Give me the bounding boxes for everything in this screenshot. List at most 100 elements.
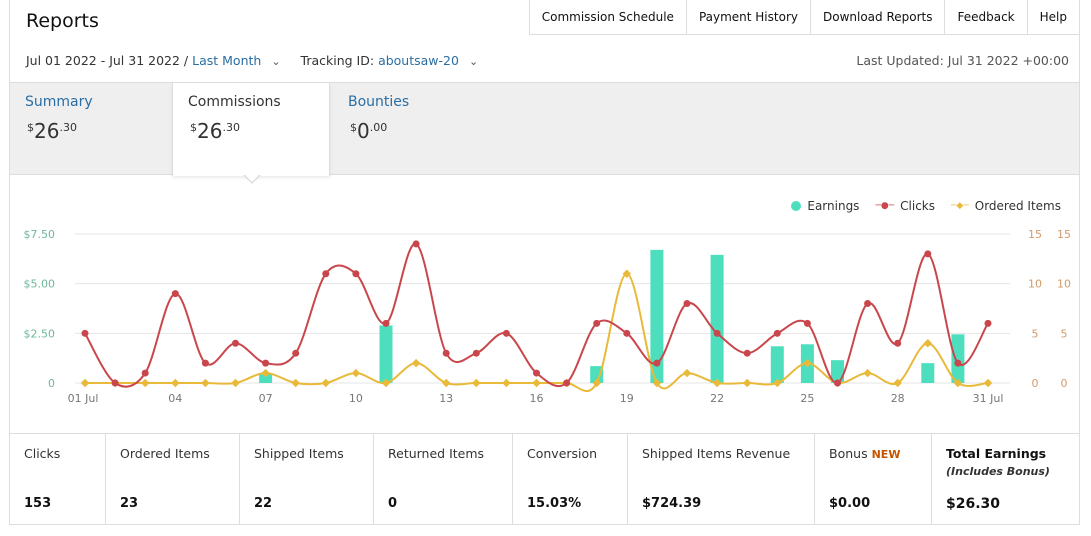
feedback-link[interactable]: Feedback [945, 0, 1028, 34]
ordered-items-point [171, 378, 180, 388]
clicks-point [984, 319, 992, 327]
ordered-items-point [742, 378, 752, 388]
chevron-down-icon: ⌄ [271, 55, 281, 68]
metric-shipped-items: Shipped Items 22 [240, 434, 374, 525]
metric-label: Total Earnings (Includes Bonus) [946, 446, 1050, 478]
clicks-point [81, 329, 89, 337]
clicks-legend-marker: ─●─ [875, 201, 895, 211]
earnings-bar [379, 325, 393, 383]
metric-value: 0 [388, 496, 398, 511]
clicks-point [472, 349, 480, 357]
clicks-point [834, 379, 841, 387]
date-preset: Last Month [192, 53, 262, 68]
y-left-tick-label: $2.50 [24, 327, 56, 340]
ordered-items-point [472, 378, 481, 388]
tracking-id-value: aboutsaw-20 [378, 53, 459, 68]
metric-conversion: Conversion 15.03% [513, 434, 628, 525]
earnings-bar [951, 334, 965, 383]
tab-summary-label: Summary [25, 94, 93, 110]
clicks-point [141, 369, 149, 377]
ordered-items-point [201, 378, 210, 388]
top-nav: Commission Schedule Payment History Down… [528, 0, 1079, 35]
ordered-items-point [923, 339, 933, 348]
ordered-items-point [261, 368, 270, 378]
tab-commissions-label: Commissions [188, 94, 281, 110]
clicks-point [382, 319, 390, 327]
metric-value: $724.39 [642, 496, 702, 511]
chevron-down-icon: ⌄ [468, 55, 479, 68]
legend-earnings[interactable]: Earnings [791, 199, 859, 213]
metric-bonus: Bonus NEW $0.00 [815, 434, 932, 525]
clicks-point [232, 339, 239, 347]
clicks-point [111, 379, 119, 387]
ordered-items-point [411, 358, 421, 368]
ordered-legend-marker: ─◆─ [951, 201, 969, 211]
ordered-items-point [381, 378, 391, 388]
metric-value: $0.00 [829, 496, 871, 511]
earnings-bar [710, 254, 724, 383]
x-tick-label: 28 [891, 392, 905, 405]
metric-ordered-items: Ordered Items 23 [106, 434, 240, 525]
x-tick-label: 10 [349, 392, 363, 405]
y-left-tick-label: $7.50 [24, 228, 56, 241]
last-updated: Last Updated: Jul 31 2022 +00:00 [856, 53, 1069, 68]
ordered-items-point [652, 378, 662, 388]
payment-history-link[interactable]: Payment History [687, 0, 811, 34]
clicks-point [292, 349, 300, 357]
clicks-point [773, 329, 781, 337]
ordered-items-point [231, 378, 240, 388]
tab-summary-value: $26.30 [27, 119, 77, 143]
metric-label: Ordered Items [120, 446, 210, 461]
download-reports-link[interactable]: Download Reports [811, 0, 946, 34]
ordered-items-point [140, 378, 150, 388]
help-link[interactable]: Help [1039, 10, 1067, 24]
earnings-bar [590, 366, 604, 383]
y-right-tick-label: 0 [1032, 377, 1039, 390]
clicks-point [533, 369, 540, 377]
commission-schedule-link[interactable]: Commission Schedule [530, 0, 687, 34]
tab-bounties-value: $0.00 [350, 119, 388, 143]
clicks-point [322, 270, 330, 278]
earnings-bar [921, 363, 935, 383]
ordered-items-point [502, 378, 511, 388]
clicks-point [171, 290, 179, 298]
clicks-point [262, 359, 270, 367]
legend-earnings-label: Earnings [807, 199, 860, 213]
y-right-tick-label: 15 [1057, 228, 1071, 241]
metric-label: Returned Items [388, 446, 485, 461]
tracking-id-dropdown[interactable]: Tracking ID: aboutsaw-20 ⌄ [301, 53, 479, 68]
legend-clicks[interactable]: ─●─ Clicks [875, 199, 935, 213]
clicks-point [713, 329, 721, 337]
metric-value: $26.30 [946, 496, 1001, 512]
clicks-point [352, 270, 360, 278]
metric-total-earnings: Total Earnings (Includes Bonus) $26.30 [932, 434, 1079, 525]
metric-clicks: Clicks 153 [10, 434, 106, 525]
ordered-items-point [441, 378, 451, 388]
clicks-point [683, 300, 691, 308]
tab-bounties-label: Bounties [348, 94, 410, 110]
metric-value: 15.03% [527, 496, 582, 511]
x-tick-label: 04 [168, 392, 182, 405]
y-left-tick-label: 0 [48, 377, 55, 390]
x-tick-label: 31 Jul [973, 392, 1004, 405]
y-right-tick-label: 0 [1061, 377, 1068, 390]
ordered-items-point [803, 358, 812, 368]
metric-label: Shipped Items Revenue [642, 446, 791, 461]
ordered-items-point [351, 368, 361, 378]
metric-label: Shipped Items [254, 446, 344, 461]
tab-summary[interactable]: Summary $26.30 [10, 83, 172, 174]
page-title: Reports [26, 10, 99, 32]
legend-clicks-label: Clicks [900, 199, 935, 213]
clicks-point [924, 250, 932, 258]
tab-commissions[interactable]: Commissions $26.30 [172, 83, 330, 176]
metric-label: Conversion [527, 446, 598, 461]
date-range-dropdown[interactable]: Jul 01 2022 - Jul 31 2022 / Last Month ⌄ [26, 53, 281, 68]
clicks-line [84, 242, 989, 388]
ordered-items-point [80, 378, 90, 388]
tab-bounties[interactable]: Bounties $0.00 [333, 83, 495, 174]
metric-value: 22 [254, 496, 273, 511]
ordered-items-point [953, 378, 963, 388]
ordered-items-point [291, 378, 300, 388]
clicks-point [502, 329, 510, 337]
legend-ordered-items[interactable]: ─◆─ Ordered Items [951, 199, 1061, 213]
